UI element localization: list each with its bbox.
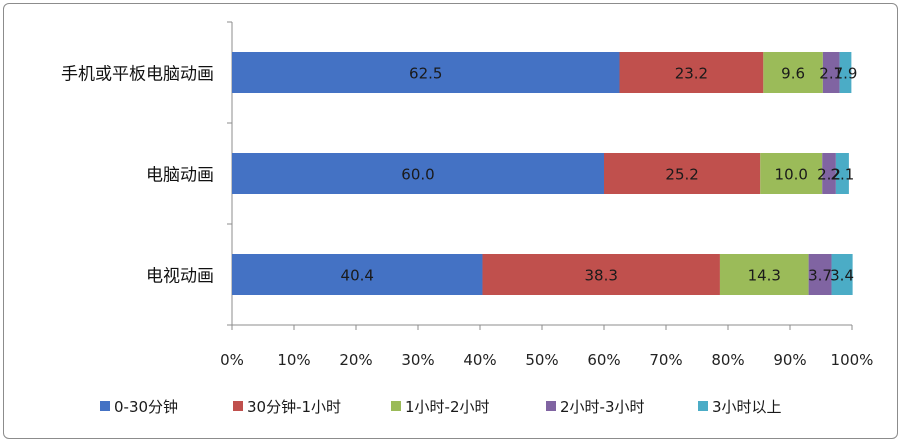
data-label: 3.7 xyxy=(808,267,832,285)
bar-segment xyxy=(822,52,840,93)
bar-segment xyxy=(719,254,809,295)
category-label: 手机或平板电脑动画 xyxy=(61,65,214,85)
data-label: 1.9 xyxy=(834,65,858,83)
data-label: 9.6 xyxy=(781,65,805,83)
legend-swatch xyxy=(546,401,556,411)
bar-segment xyxy=(822,153,836,194)
data-label: 40.4 xyxy=(341,267,374,285)
x-tick-label: 60% xyxy=(587,351,620,369)
legend-label: 1小时-2小时 xyxy=(405,398,490,416)
x-tick-label: 100% xyxy=(831,351,874,369)
data-label: 14.3 xyxy=(748,267,781,285)
data-label: 38.3 xyxy=(585,267,618,285)
legend-swatch xyxy=(233,401,243,411)
x-tick-label: 90% xyxy=(773,351,806,369)
x-tick-label: 10% xyxy=(277,351,310,369)
bar-segment xyxy=(808,254,832,295)
x-tick-label: 0% xyxy=(220,351,244,369)
bar-segment xyxy=(831,254,853,295)
legend-label: 3小时以上 xyxy=(712,398,782,416)
chart-frame: 62.5 23.2 9.6 2.7 1.9 60.0 25.2 10.0 2.2 2.1 40.4 3… xyxy=(3,3,898,439)
data-label: 3.4 xyxy=(830,267,854,285)
x-tick-labels: 0% 10% 20% 30% 40% 50% 60% 70% 80% 90% 100% xyxy=(220,351,873,369)
bar-segment xyxy=(232,52,620,93)
data-label: 10.0 xyxy=(775,166,808,184)
x-tick-label: 40% xyxy=(463,351,496,369)
data-label: 2.7 xyxy=(819,65,843,83)
bar-segment xyxy=(763,52,823,93)
legend: 0-30分钟 30分钟-1小时 1小时-2小时 2小时-3小时 3小时以上 xyxy=(100,398,782,416)
stacked-bar-chart: 62.5 23.2 9.6 2.71.9 60.0 25.2 10.0 2.22.1 40.4 3… xyxy=(61,21,873,416)
data-label: 60.0 xyxy=(401,166,434,184)
x-tick-label: 70% xyxy=(649,351,682,369)
bars xyxy=(232,52,853,295)
category-label: 电视动画 xyxy=(146,267,214,287)
bar-segment xyxy=(482,254,720,295)
bar-segment xyxy=(760,153,823,194)
legend-swatch xyxy=(698,401,708,411)
data-label: 2.2 xyxy=(817,166,841,184)
data-label: 2.1 xyxy=(830,166,854,184)
legend-swatch xyxy=(100,401,110,411)
data-label: 25.2 xyxy=(665,166,698,184)
bar-segment xyxy=(232,254,483,295)
data-labels: 62.5 23.2 9.6 2.71.9 60.0 25.2 10.0 2.22.1 40.4 3… xyxy=(341,65,858,285)
data-label: 23.2 xyxy=(675,65,708,83)
bar-segment xyxy=(839,52,852,93)
legend-label: 30分钟-1小时 xyxy=(247,398,341,416)
data-label: 62.5 xyxy=(409,65,442,83)
category-label: 电脑动画 xyxy=(146,166,214,186)
x-tick-label: 30% xyxy=(401,351,434,369)
x-tick-label: 50% xyxy=(525,351,558,369)
x-tick-label: 80% xyxy=(711,351,744,369)
x-tick-label: 20% xyxy=(339,351,372,369)
bar-segment xyxy=(604,153,761,194)
legend-label: 0-30分钟 xyxy=(114,398,178,416)
bar-segment xyxy=(619,52,764,93)
bar-segment xyxy=(835,153,849,194)
legend-label: 2小时-3小时 xyxy=(560,398,645,416)
bar-segment xyxy=(232,153,604,194)
legend-swatch xyxy=(391,401,401,411)
